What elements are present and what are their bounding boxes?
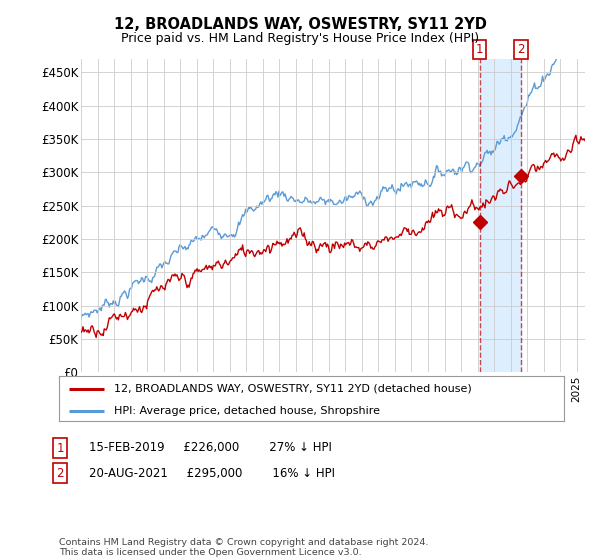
Bar — [479, 59, 521, 372]
Text: 1: 1 — [56, 441, 64, 455]
Text: 12, BROADLANDS WAY, OSWESTRY, SY11 2YD: 12, BROADLANDS WAY, OSWESTRY, SY11 2YD — [113, 17, 487, 32]
Text: 2: 2 — [56, 466, 64, 480]
Text: 15-FEB-2019     £226,000        27% ↓ HPI: 15-FEB-2019 £226,000 27% ↓ HPI — [89, 441, 332, 455]
Text: 1: 1 — [476, 43, 484, 56]
Text: 2: 2 — [517, 43, 525, 56]
Text: 20-AUG-2021     £295,000        16% ↓ HPI: 20-AUG-2021 £295,000 16% ↓ HPI — [89, 466, 335, 480]
Text: Price paid vs. HM Land Registry's House Price Index (HPI): Price paid vs. HM Land Registry's House … — [121, 32, 479, 45]
Text: Contains HM Land Registry data © Crown copyright and database right 2024.
This d: Contains HM Land Registry data © Crown c… — [59, 538, 428, 557]
Text: 12, BROADLANDS WAY, OSWESTRY, SY11 2YD (detached house): 12, BROADLANDS WAY, OSWESTRY, SY11 2YD (… — [115, 384, 472, 394]
Text: HPI: Average price, detached house, Shropshire: HPI: Average price, detached house, Shro… — [115, 406, 380, 416]
